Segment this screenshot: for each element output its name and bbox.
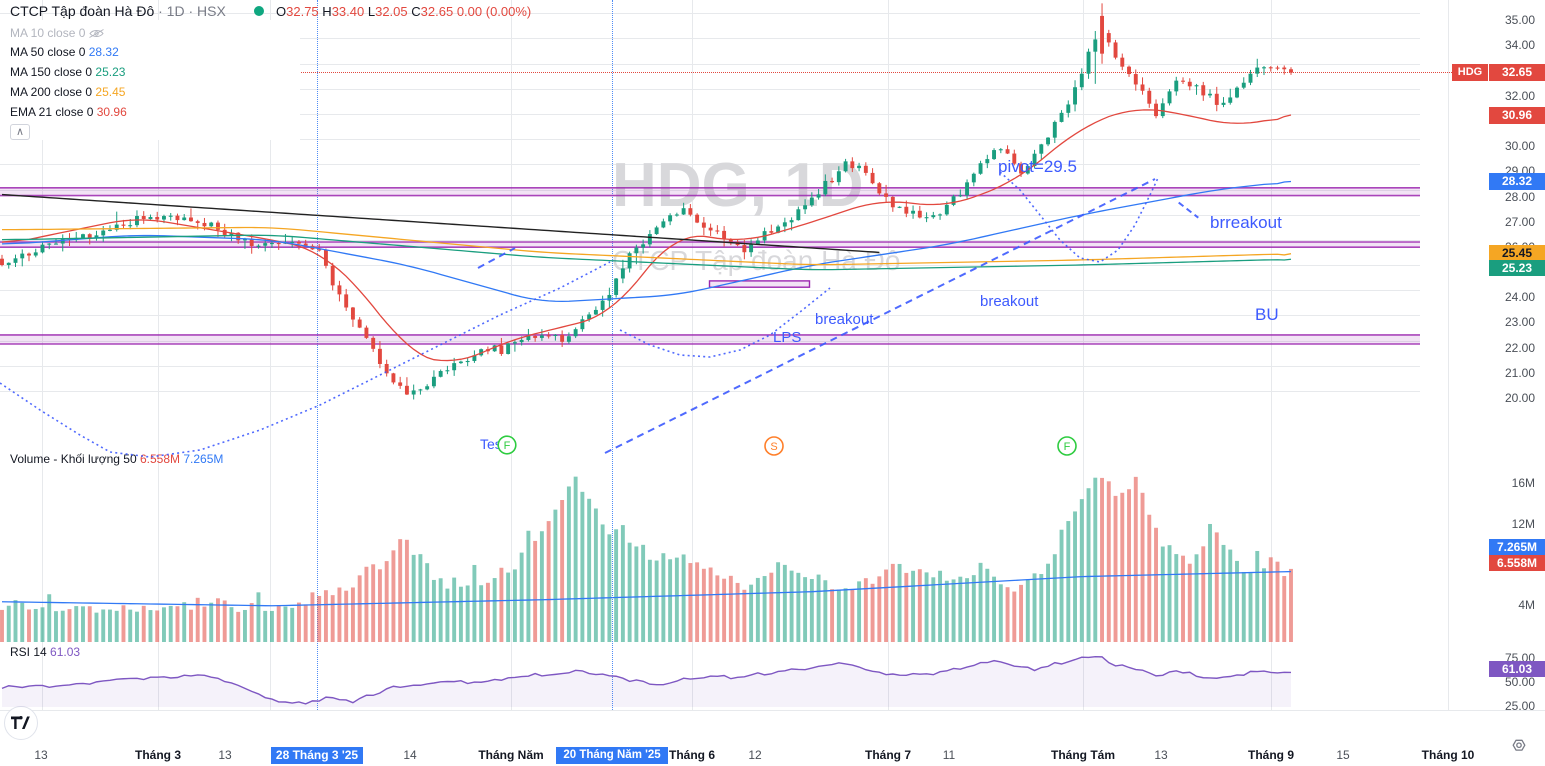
- svg-text:F: F: [504, 440, 511, 452]
- svg-text:pivot=29.5: pivot=29.5: [998, 157, 1077, 176]
- svg-text:LPS: LPS: [773, 329, 801, 346]
- svg-text:brreakout: brreakout: [1210, 213, 1282, 232]
- svg-text:BU: BU: [1255, 305, 1279, 324]
- svg-text:breakout: breakout: [980, 293, 1039, 310]
- svg-text:S: S: [770, 441, 777, 453]
- svg-text:F: F: [1064, 441, 1071, 453]
- svg-text:breakout: breakout: [815, 311, 874, 328]
